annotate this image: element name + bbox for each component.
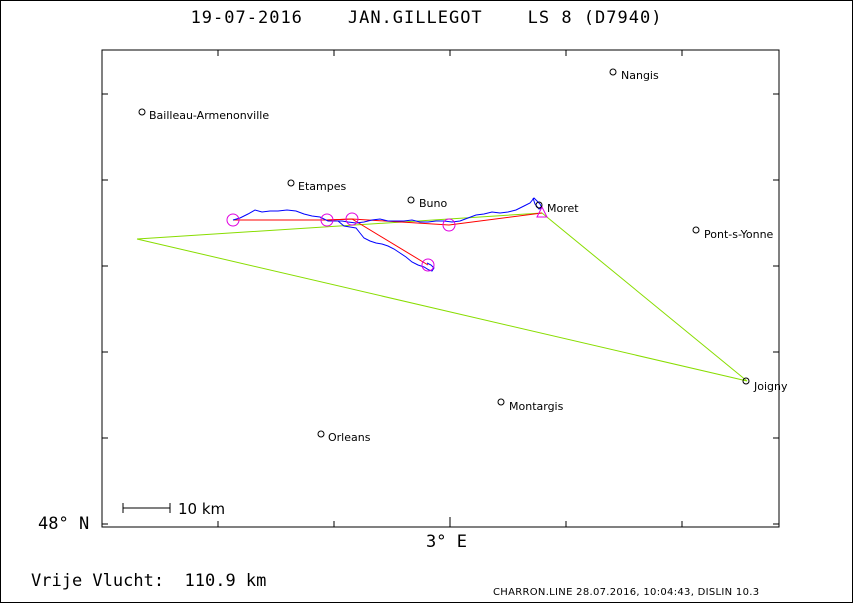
turnpoint-marker (421, 258, 435, 272)
city-label-buno: Buno (419, 197, 447, 210)
city-joigny: Joigny (742, 377, 788, 393)
city-label-joigny: Joigny (753, 380, 788, 393)
axis-ticks (102, 50, 779, 527)
scale-bar (122, 503, 171, 513)
scale-bar-label: 10 km (178, 500, 226, 518)
city-label-pont-s-yonne: Pont-s-Yonne (704, 228, 774, 241)
city-orleans: Orleans (317, 430, 371, 444)
longitude-axis-label: 3° E (426, 532, 467, 552)
turnpoint-marker (320, 213, 334, 227)
plot-frame (101, 49, 780, 528)
finish-triangle-marker (536, 205, 548, 218)
city-label-montargis: Montargis (509, 400, 564, 413)
city-label-moret: Moret (547, 202, 579, 215)
map-title: 19-07-2016 JAN.GILLEGOT LS 8 (D7940) (190, 8, 663, 28)
city-pont-s-yonne: Pont-s-Yonne (692, 226, 774, 241)
city-label-nangis: Nangis (621, 69, 659, 82)
task-line-south (326, 218, 429, 266)
footer-credit: CHARRON.LINE 28.07.2016, 10:04:43, DISLI… (493, 587, 760, 598)
city-label-orleans: Orleans (328, 431, 371, 444)
city-etampes: Etampes (287, 179, 346, 193)
city-moret: Moret (535, 201, 579, 215)
city-bailleau: Bailleau-Armenonville (138, 108, 269, 122)
turnpoint-marker (442, 218, 456, 232)
turnpoint-marker (345, 212, 359, 226)
fai-triangle-line (136, 212, 748, 382)
city-buno: Buno (407, 196, 447, 210)
flight-track (232, 197, 543, 224)
free-flight-distance: Vrije Vlucht: 110.9 km (31, 571, 267, 591)
city-label-etampes: Etampes (298, 180, 346, 193)
flight-track-south-leg (337, 220, 435, 272)
city-montargis: Montargis (497, 398, 564, 413)
turnpoint-marker (226, 213, 240, 227)
latitude-axis-label: 48° N (38, 514, 90, 534)
city-label-bailleau: Bailleau-Armenonville (149, 109, 269, 122)
turnpoints (226, 205, 548, 272)
city-nangis: Nangis (609, 68, 659, 82)
